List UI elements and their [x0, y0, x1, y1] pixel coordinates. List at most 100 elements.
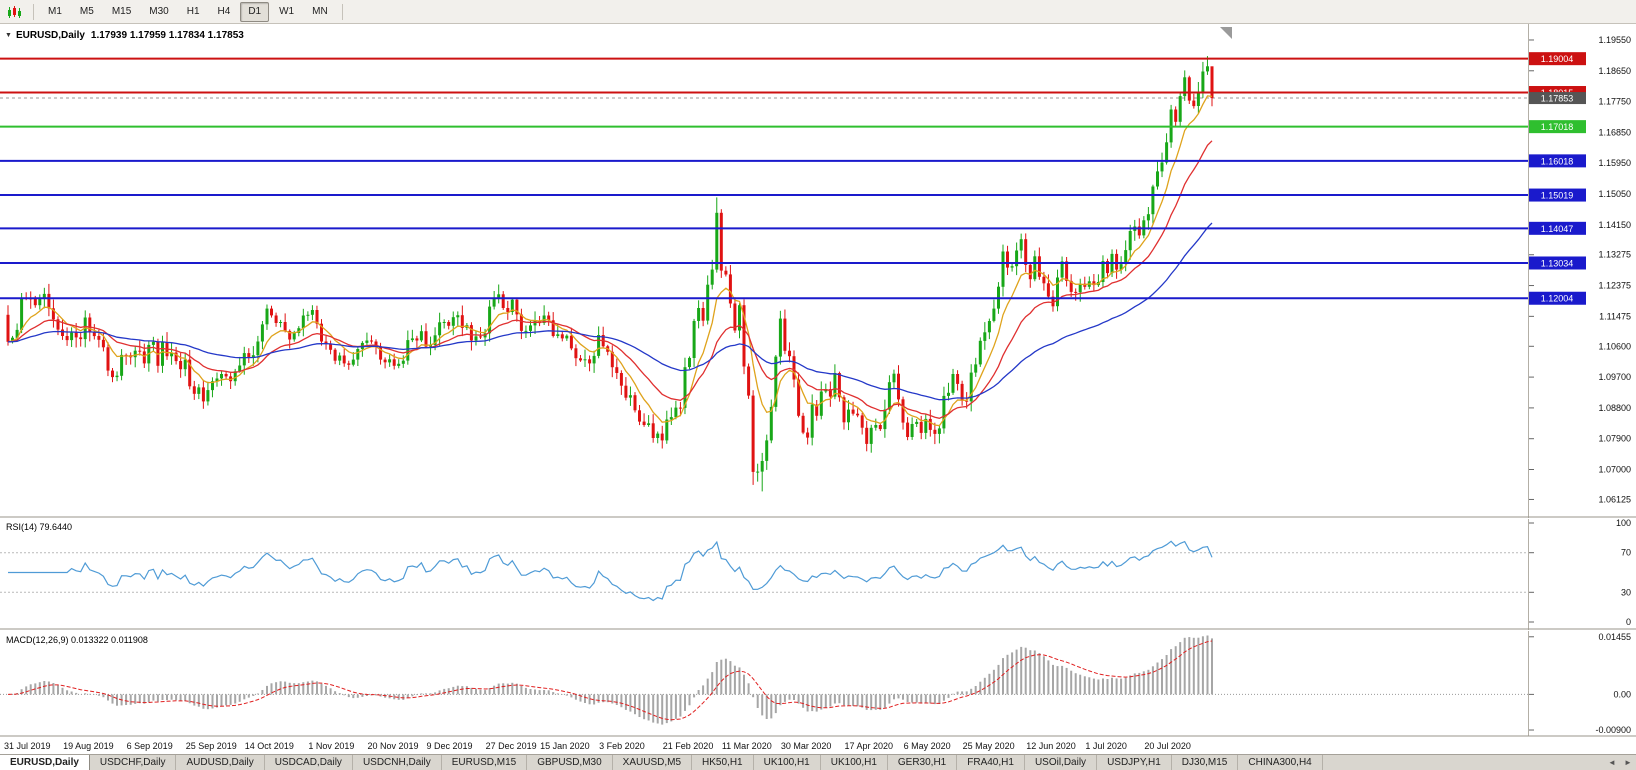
timeframe-button-m15[interactable]: M15 — [111, 6, 132, 17]
tab-dj30-m15[interactable]: DJ30,M15 — [1172, 755, 1239, 770]
x-axis-label: 25 May 2020 — [962, 741, 1015, 751]
macd-axis-label: 0.01455 — [1598, 632, 1631, 642]
macd-label: MACD(12,26,9) 0.013322 0.011908 — [6, 635, 148, 645]
level-badge-label: 1.15019 — [1541, 191, 1574, 201]
rsi-axis-label: 100 — [1616, 518, 1631, 528]
x-axis-label: 31 Jul 2019 — [4, 741, 51, 751]
level-badge-label: 1.14047 — [1541, 224, 1574, 234]
price-axis-label: 1.19550 — [1598, 35, 1631, 45]
chart-tabs-bar: EURUSD,Daily USDCHF,Daily AUDUSD,Daily USDC… — [0, 754, 1636, 770]
tab-scroll-left-icon[interactable]: ◄ — [1608, 758, 1616, 767]
x-axis-label: 11 Mar 2020 — [721, 741, 772, 751]
macd-axis-label: 0.00 — [1613, 689, 1631, 699]
level-badge-1.19004 — [1529, 52, 1586, 66]
x-axis-label: 12 Jun 2020 — [1026, 741, 1076, 751]
tab-ger30-h1[interactable]: GER30,H1 — [888, 755, 958, 770]
timeframe-button-h1[interactable]: H1 — [186, 6, 200, 17]
level-badge-label: 1.12004 — [1541, 294, 1574, 304]
level-badge-1.13034 — [1529, 256, 1586, 270]
x-axis-label: 30 Mar 2020 — [780, 741, 832, 751]
price-axis-label: 1.18650 — [1598, 66, 1631, 76]
x-axis-label: 27 Dec 2019 — [485, 741, 537, 751]
time-axis: 31 Jul 2019 19 Aug 2019 6 Sep 2019 25 Sep 2… — [0, 740, 1636, 754]
level-badge-label: 1.13034 — [1541, 258, 1574, 268]
tab-scroll-buttons: ◄ ► — [1604, 755, 1636, 770]
level-badge-1.14047 — [1529, 221, 1586, 235]
chart-symbol-title: EURUSD,Daily 1.17939 1.17959 1.17834 1.17… — [16, 30, 244, 41]
level-badge-label: 1.16018 — [1541, 156, 1574, 166]
tab-usdcad-daily[interactable]: USDCAD,Daily — [265, 755, 353, 770]
x-axis-label: 9 Dec 2019 — [426, 741, 473, 751]
timeframe-button-m5[interactable]: M5 — [79, 6, 94, 17]
tab-eurusd-daily[interactable]: EURUSD,Daily — [0, 755, 90, 770]
level-badge-1.16018 — [1529, 154, 1586, 168]
timeframe-button-mn[interactable]: MN — [312, 6, 328, 17]
level-badge-1.17018 — [1529, 120, 1586, 134]
x-axis-label: 3 Feb 2020 — [599, 741, 645, 751]
ma-slow-blue-line — [7, 222, 1213, 401]
tab-scroll-right-icon[interactable]: ► — [1624, 758, 1632, 767]
tab-gbpusd-m30[interactable]: GBPUSD,M30 — [527, 755, 613, 770]
x-axis-label: 14 Oct 2019 — [244, 741, 294, 751]
rsi-axis-label: 30 — [1621, 587, 1631, 597]
price-axis[interactable]: 1.19550 1.18650 1.17750 1.16850 1.15950 1.150… — [1528, 24, 1632, 736]
x-axis-label: 19 Aug 2019 — [63, 741, 114, 751]
x-axis-label: 17 Apr 2020 — [844, 741, 894, 751]
x-axis-label: 25 Sep 2019 — [185, 741, 237, 751]
ohlc-values: 1.17939 1.17959 1.17834 1.17853 — [91, 30, 244, 41]
candles-layer — [6, 56, 1214, 492]
x-axis-label: 1 Jul 2020 — [1085, 741, 1127, 751]
x-axis-label: 20 Jul 2020 — [1144, 741, 1191, 751]
macd-axis-label: -0.00900 — [1595, 725, 1631, 735]
timeframe-button-m30[interactable]: M30 — [149, 6, 169, 17]
level-badge-label: 1.19004 — [1541, 54, 1574, 64]
tab-uk100-h1[interactable]: UK100,H1 — [754, 755, 821, 770]
timeframe-toolbar: M1 M5 M15 M30 H1 H4 D1 W1 MN — [0, 0, 1636, 24]
price-axis-label: 1.15950 — [1598, 158, 1631, 168]
collapse-arrow-icon[interactable]: ▼ — [5, 32, 12, 39]
price-axis-label: 1.17750 — [1598, 97, 1631, 107]
tab-eurusd-m15[interactable]: EURUSD,M15 — [442, 755, 528, 770]
tab-china300-h4[interactable]: CHINA300,H4 — [1238, 755, 1323, 770]
price-axis-label: 1.16850 — [1598, 127, 1631, 137]
price-axis-label: 1.15050 — [1598, 189, 1631, 199]
rsi-axis-label: 0 — [1626, 617, 1631, 627]
shift-marker-icon — [1220, 27, 1232, 39]
price-axis-label: 1.13275 — [1598, 250, 1631, 260]
tab-uk100-h1[interactable]: UK100,H1 — [821, 755, 888, 770]
macd-signal-line — [7, 640, 1213, 721]
level-badge-1.15019 — [1529, 188, 1586, 202]
price-axis-label: 1.07900 — [1598, 434, 1631, 444]
price-axis-label: 1.09700 — [1598, 372, 1631, 382]
x-axis-label: 1 Nov 2019 — [308, 741, 355, 751]
tab-usdchf-daily[interactable]: USDCHF,Daily — [90, 755, 177, 770]
x-axis-label: 20 Nov 2019 — [367, 741, 419, 751]
price-axis-label: 1.07000 — [1598, 465, 1631, 475]
panel-separators[interactable] — [0, 516, 1636, 737]
tab-xauusd-m5[interactable]: XAUUSD,M5 — [613, 755, 693, 770]
toolbar-separator — [341, 3, 343, 20]
price-chart[interactable]: 1.19550 1.18650 1.17750 1.16850 1.15950 1.150… — [0, 24, 1636, 740]
price-axis-label: 1.10600 — [1598, 341, 1631, 351]
timeframe-button-w1[interactable]: W1 — [279, 6, 295, 17]
price-axis-label: 1.14150 — [1598, 220, 1631, 230]
x-axis-label: 6 May 2020 — [903, 741, 951, 751]
chart-icon — [6, 4, 24, 20]
price-axis-label: 1.08800 — [1598, 403, 1631, 413]
tab-usdcnh-daily[interactable]: USDCNH,Daily — [353, 755, 442, 770]
rsi-line — [8, 540, 1213, 602]
rsi-label: RSI(14) 79.6440 — [6, 522, 72, 532]
rsi-axis-label: 70 — [1621, 548, 1631, 558]
tab-usdjpy-h1[interactable]: USDJPY,H1 — [1097, 755, 1172, 770]
tab-fra40-h1[interactable]: FRA40,H1 — [957, 755, 1025, 770]
tab-hk50-h1[interactable]: HK50,H1 — [692, 755, 754, 770]
ma-mid-red-line — [7, 140, 1213, 419]
tab-audusd-daily[interactable]: AUDUSD,Daily — [176, 755, 265, 770]
timeframe-button-m1[interactable]: M1 — [48, 6, 62, 17]
tab-usoil-daily[interactable]: USOil,Daily — [1025, 755, 1098, 770]
timeframe-button-d1[interactable]: D1 — [240, 1, 270, 22]
current-price-badge: 1.17853 — [1541, 94, 1574, 104]
timeframe-button-h4[interactable]: H4 — [217, 6, 231, 17]
levels-layer[interactable]: 1.190041.180151.170181.160181.150191.140… — [0, 52, 1586, 305]
x-axis-label: 15 Jan 2020 — [540, 741, 590, 751]
